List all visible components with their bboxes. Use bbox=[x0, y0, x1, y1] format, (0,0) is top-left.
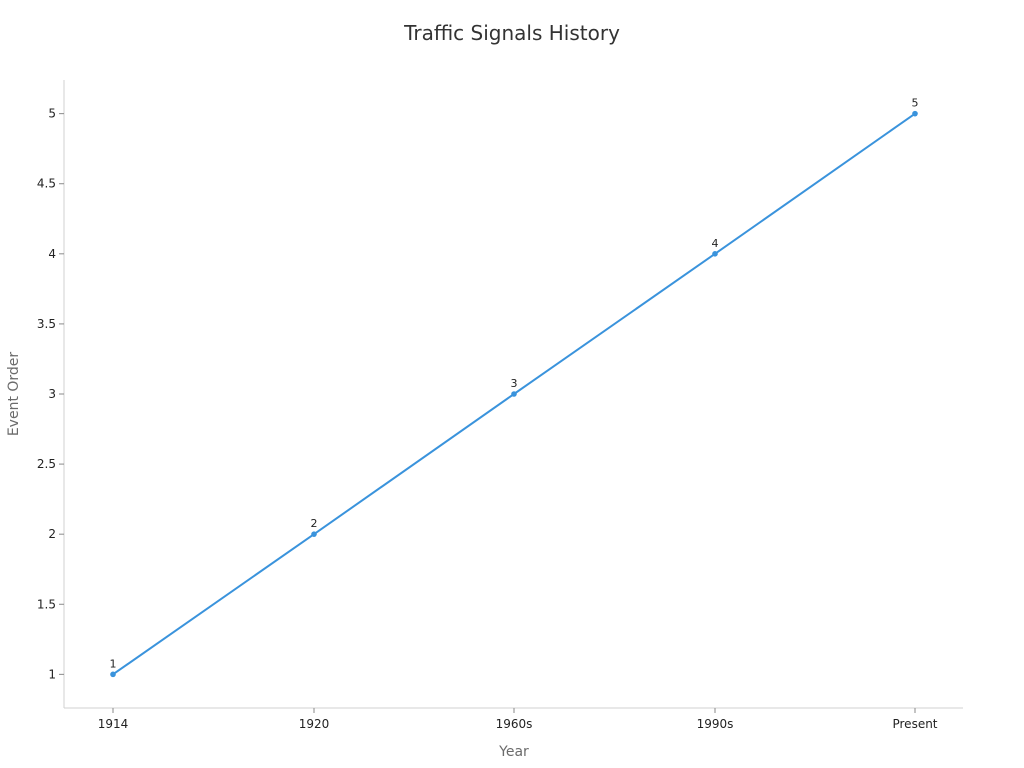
x-axis-title: Year bbox=[498, 744, 529, 760]
data-point[interactable] bbox=[311, 531, 317, 537]
data-label: 3 bbox=[511, 377, 518, 390]
y-tick-label: 5 bbox=[48, 107, 56, 121]
y-axis-ticks: 1 1.5 2 2.5 3 3.5 4 4.5 5 bbox=[37, 107, 64, 681]
data-label: 1 bbox=[110, 657, 117, 670]
y-tick-label: 2 bbox=[48, 527, 56, 541]
data-point[interactable] bbox=[110, 671, 116, 678]
x-tick-label: 1960s bbox=[496, 717, 533, 731]
data-point[interactable] bbox=[511, 391, 517, 397]
y-tick-label: 1 bbox=[48, 667, 56, 681]
data-point[interactable] bbox=[912, 110, 918, 117]
y-tick-label: 1.5 bbox=[37, 597, 56, 611]
y-tick-label: 4.5 bbox=[37, 177, 56, 191]
data-label: 5 bbox=[912, 97, 919, 110]
x-axis-ticks: 1914 1920 1960s 1990s Present bbox=[98, 708, 938, 731]
data-label: 4 bbox=[712, 237, 719, 250]
y-axis-title: Event Order bbox=[6, 352, 22, 437]
y-tick-label: 3.5 bbox=[37, 317, 56, 331]
series-group: 1 2 3 4 5 bbox=[110, 97, 919, 678]
x-tick-label: 1990s bbox=[697, 717, 734, 731]
data-label: 2 bbox=[311, 517, 318, 530]
x-tick-label: Present bbox=[892, 717, 937, 731]
y-tick-label: 2.5 bbox=[37, 457, 56, 471]
x-tick-label: 1920 bbox=[299, 717, 330, 731]
y-tick-label: 4 bbox=[48, 247, 56, 261]
data-point[interactable] bbox=[712, 251, 718, 257]
y-tick-label: 3 bbox=[48, 387, 56, 401]
chart-title: Traffic Signals History bbox=[403, 21, 620, 45]
x-tick-label: 1914 bbox=[98, 717, 129, 731]
